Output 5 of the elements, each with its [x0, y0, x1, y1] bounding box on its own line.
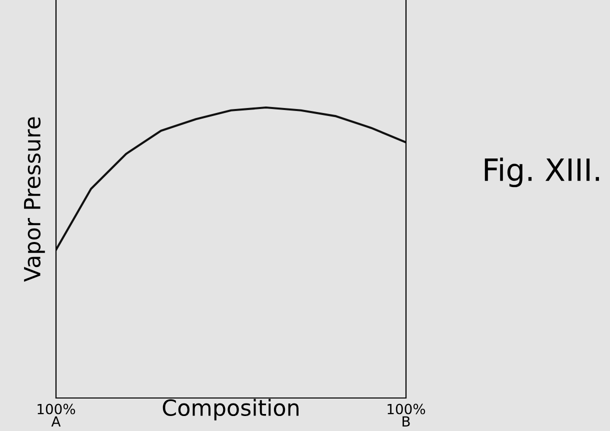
y-axis-title: Vapor Pressure — [24, 117, 45, 282]
x-tick-label: 100% B — [388, 404, 426, 426]
x-axis-title: Composition — [162, 398, 299, 420]
text: Fig. XIII. — [484, 158, 599, 188]
x-tick-label: 100% A — [38, 404, 76, 426]
